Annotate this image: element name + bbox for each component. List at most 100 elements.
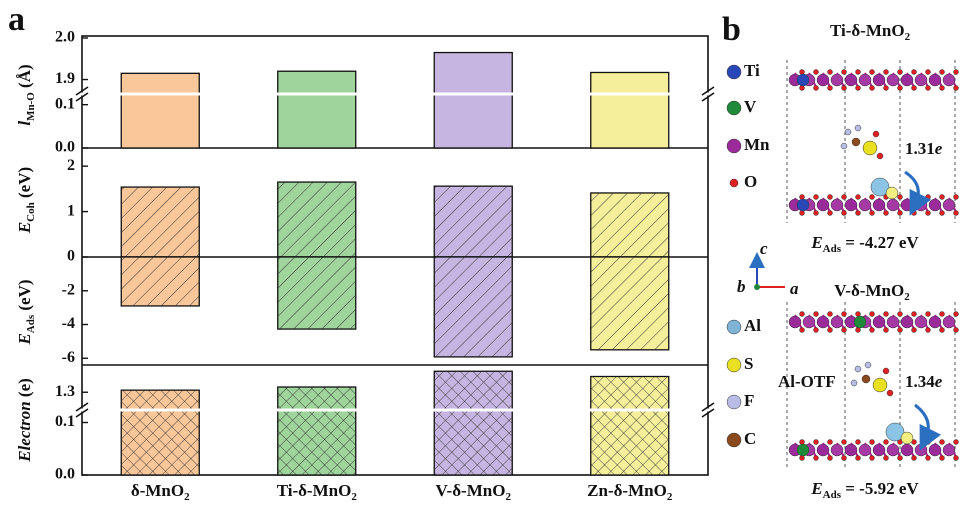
atom — [842, 456, 847, 461]
x-tick-label-part: 2 — [351, 491, 357, 503]
bar — [591, 72, 669, 148]
energy-label-part: = -5.92 eV — [841, 479, 919, 498]
x-tick-label-part: V-δ-MnO — [436, 481, 506, 500]
legend-swatch — [727, 139, 741, 153]
atom — [943, 316, 955, 328]
atom — [856, 456, 861, 461]
atom — [842, 328, 847, 333]
y-axis-label-part: E — [15, 333, 34, 345]
atom — [887, 390, 893, 396]
atom — [954, 312, 959, 317]
atom — [863, 141, 877, 155]
atom — [926, 312, 931, 317]
bar — [278, 71, 356, 148]
atom — [851, 380, 857, 386]
atom — [884, 328, 889, 333]
axis-label: a — [790, 279, 799, 298]
atom — [912, 195, 917, 200]
atom — [912, 86, 917, 91]
y-axis-label: EAds (eV) — [15, 279, 37, 345]
y-axis-label-part: (e) — [15, 378, 34, 401]
atom — [901, 432, 913, 444]
atom — [845, 444, 857, 456]
atom — [873, 378, 887, 392]
bar-hatch — [121, 257, 199, 306]
atom — [943, 444, 955, 456]
legend-swatch — [727, 101, 741, 115]
atom — [873, 74, 885, 86]
atom — [901, 74, 913, 86]
legend-label: F — [744, 391, 754, 410]
y-tick-label: 0.1 — [55, 413, 75, 430]
atom — [926, 328, 931, 333]
atom — [912, 456, 917, 461]
x-tick-label: V-δ-MnO2 — [436, 481, 512, 503]
atom — [901, 316, 913, 328]
atom — [915, 444, 927, 456]
legend-label: Mn — [744, 135, 770, 154]
bar — [434, 53, 512, 148]
legend-swatch — [727, 433, 741, 447]
atom — [915, 74, 927, 86]
atom — [817, 74, 829, 86]
atom — [898, 86, 903, 91]
atom — [828, 440, 833, 445]
charge-label-part: e — [935, 372, 943, 391]
atom — [831, 316, 843, 328]
structure-title-part: Ti-δ-MnO — [830, 21, 905, 40]
atom — [870, 195, 875, 200]
atom — [884, 440, 889, 445]
molecule-label: Al-OTF — [778, 372, 836, 391]
atom — [940, 195, 945, 200]
x-tick-label-part: Zn-δ-MnO — [587, 481, 667, 500]
atom — [912, 70, 917, 75]
atom — [898, 456, 903, 461]
atom — [831, 74, 843, 86]
axis-label: c — [760, 239, 768, 258]
x-tick-label-part: 2 — [505, 491, 511, 503]
atom — [873, 444, 885, 456]
atom — [856, 195, 861, 200]
atom — [842, 312, 847, 317]
charge-label: 1.34e — [905, 372, 943, 391]
atom — [898, 211, 903, 216]
atom — [856, 328, 861, 333]
figure: a b 0.00.11.92.0lMn-O (Å)012ECoh (eV)-2-… — [0, 0, 960, 508]
atom — [845, 74, 857, 86]
atom — [929, 444, 941, 456]
legend-label: V — [744, 97, 757, 116]
x-tick-label: Zn-δ-MnO2 — [587, 481, 673, 503]
atom — [800, 312, 805, 317]
atom — [828, 312, 833, 317]
atom — [940, 70, 945, 75]
atom — [954, 86, 959, 91]
y-tick-label: 1.3 — [55, 383, 75, 400]
atom — [859, 199, 871, 211]
atom — [884, 456, 889, 461]
y-tick-label: -6 — [62, 349, 75, 366]
atom — [940, 312, 945, 317]
atom — [814, 195, 819, 200]
atom — [943, 199, 955, 211]
panel-label: a — [8, 1, 25, 38]
atom — [800, 440, 805, 445]
legend-swatch — [727, 65, 741, 79]
panel-label: b — [722, 11, 741, 48]
legend-swatch — [730, 179, 738, 187]
atom — [856, 440, 861, 445]
atom — [803, 316, 815, 328]
atom — [854, 316, 866, 328]
legend-swatch — [727, 320, 741, 334]
atom — [940, 211, 945, 216]
atom — [940, 456, 945, 461]
bar — [121, 73, 199, 148]
atom — [929, 74, 941, 86]
atom — [877, 153, 883, 159]
atom — [800, 328, 805, 333]
atom — [870, 86, 875, 91]
atom — [841, 143, 847, 149]
charge-label-part: 1.31 — [905, 139, 935, 158]
axis-label: b — [737, 277, 746, 296]
energy-label-part: Ads — [823, 489, 842, 501]
atom — [954, 70, 959, 75]
